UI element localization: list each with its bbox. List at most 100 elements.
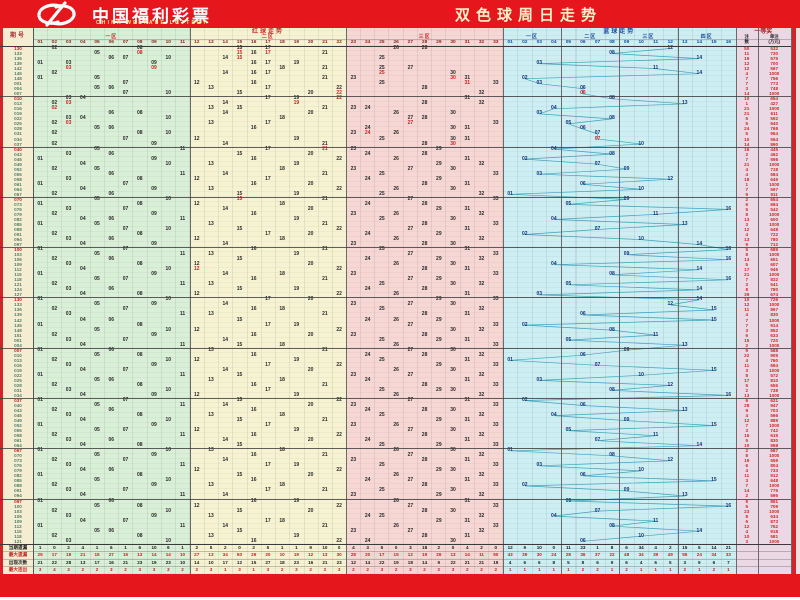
red-ball-cell: 16 bbox=[250, 50, 257, 57]
blue-ball-cell: 06 bbox=[580, 472, 586, 479]
red-ball-cell: 09 bbox=[151, 301, 157, 308]
issue-cell: 139 bbox=[14, 312, 22, 318]
red-ball-cell: 30 bbox=[450, 301, 456, 308]
red-ball-cell: 09 bbox=[151, 452, 157, 459]
red-column-number: 30 bbox=[450, 39, 456, 45]
issue-cell: 016 bbox=[14, 106, 22, 112]
prize-count-cell: 3 bbox=[745, 86, 748, 92]
prize-count-cell: 4 bbox=[745, 413, 748, 419]
prize-amount-cell: 748 bbox=[770, 86, 779, 92]
red-ball-cell: 30 bbox=[450, 185, 456, 192]
blue-column-number: 11 bbox=[653, 39, 659, 45]
red-ball-cell: 07 bbox=[122, 55, 129, 62]
red-ball-cell: 04 bbox=[80, 467, 86, 474]
red-ball-cell: 08 bbox=[137, 45, 143, 51]
prize-amount-cell: 584 bbox=[770, 171, 779, 177]
issue-cell: 124 bbox=[14, 287, 22, 293]
prize-amount-cell: 718 bbox=[770, 166, 779, 172]
summary-red-value: 28 bbox=[66, 559, 72, 565]
red-ball-cell: 14 bbox=[222, 100, 228, 107]
red-ball-cell: 33 bbox=[493, 271, 499, 278]
summary-red-value: 3 bbox=[451, 567, 455, 573]
issue-cell: 061 bbox=[14, 181, 22, 187]
red-column-number: 10 bbox=[165, 39, 171, 45]
red-ball-cell: 04 bbox=[80, 160, 86, 167]
issue-cell: 091 bbox=[14, 232, 22, 238]
red-ball-cell: 06 bbox=[108, 85, 115, 92]
issue-cell: 130 bbox=[14, 46, 22, 51]
red-ball-cell: 08 bbox=[137, 502, 143, 509]
red-ball-cell: 27 bbox=[407, 477, 414, 484]
blue-ball-cell: 03 bbox=[536, 60, 543, 67]
zone-separator bbox=[189, 28, 191, 574]
issue-cell: 010 bbox=[14, 352, 22, 358]
red-ball-cell: 26 bbox=[393, 497, 399, 504]
summary-blue-value: 2 bbox=[712, 567, 716, 573]
summary-red-value: 2 bbox=[423, 567, 426, 573]
red-ball-cell: 29 bbox=[436, 231, 442, 238]
blue-ball-cell: 04 bbox=[551, 145, 557, 152]
red-ball-cell: 22 bbox=[336, 155, 342, 162]
red-ball-cell: 03 bbox=[65, 537, 72, 544]
summary-blue-value: 1 bbox=[698, 567, 701, 573]
summary-blue-value: 36 bbox=[580, 552, 586, 558]
blue-zone-label: 一区 bbox=[525, 33, 538, 40]
red-ball-cell: 15 bbox=[236, 90, 243, 97]
prize-amount-cell: 1000 bbox=[769, 221, 780, 227]
red-column-number: 09 bbox=[151, 39, 157, 45]
summary-blue-value: 2 bbox=[596, 567, 599, 573]
summary-red-value: 22 bbox=[51, 559, 57, 565]
red-ball-cell: 33 bbox=[493, 522, 499, 529]
red-ball-cell: 21 bbox=[322, 50, 328, 57]
summary-red-value: 19 bbox=[493, 559, 499, 565]
summary-red-value: 3 bbox=[409, 567, 412, 573]
red-ball-cell: 16 bbox=[250, 60, 257, 67]
red-column-number: 01 bbox=[37, 39, 43, 45]
red-ball-cell: 06 bbox=[108, 527, 115, 534]
red-ball-cell: 17 bbox=[265, 487, 271, 494]
red-ball-cell: 12 bbox=[193, 80, 200, 87]
prize-count-cell: 11 bbox=[744, 307, 750, 313]
blue-ball-cell: 03 bbox=[536, 110, 543, 117]
blue-ball-cell: 07 bbox=[594, 135, 601, 142]
prize-count-cell: 9 bbox=[745, 347, 748, 353]
prize-count-cell: 4 bbox=[745, 312, 748, 318]
summary-blue-value: 9 bbox=[698, 559, 701, 565]
red-ball-cell: 24 bbox=[364, 200, 371, 207]
prize-count-cell: 21 bbox=[744, 106, 750, 112]
prize-count-cell: 7 bbox=[745, 81, 748, 87]
red-ball-cell: 26 bbox=[393, 391, 399, 398]
prize-amount-cell: 780 bbox=[770, 237, 779, 243]
summary-red-value: 28 bbox=[350, 552, 356, 558]
summary-red-value: 18 bbox=[422, 544, 428, 550]
summary-blue-value: 55 bbox=[682, 552, 688, 558]
red-ball-cell: 02 bbox=[51, 457, 58, 464]
issue-cell: 013 bbox=[14, 101, 22, 107]
issue-separator bbox=[33, 28, 34, 574]
red-ball-cell: 29 bbox=[436, 296, 442, 303]
issue-cell: 109 bbox=[14, 518, 22, 524]
red-ball-cell: 29 bbox=[436, 276, 442, 283]
red-zone3-band bbox=[346, 28, 503, 574]
red-ball-cell: 01 bbox=[37, 155, 43, 162]
blue-ball-cell: 03 bbox=[536, 462, 543, 469]
issue-cell: 082 bbox=[14, 473, 22, 479]
prize-amount-cell: 1000 bbox=[769, 367, 780, 373]
red-ball-cell: 26 bbox=[393, 130, 399, 137]
blue-ball-cell: 12 bbox=[667, 301, 674, 308]
red-ball-cell: 01 bbox=[37, 371, 43, 378]
red-ball-cell: 27 bbox=[407, 346, 414, 353]
summary-blue-value: 22 bbox=[609, 552, 615, 558]
prize-count-cell: 1 bbox=[745, 101, 748, 107]
red-ball-cell: 03 bbox=[65, 361, 72, 368]
red-ball-cell: 03 bbox=[65, 95, 72, 102]
summary-blue-value: 6 bbox=[712, 559, 716, 565]
red-ball-cell: 19 bbox=[293, 427, 300, 434]
red-ball-cell: 16 bbox=[250, 432, 257, 439]
red-ball-cell: 14 bbox=[222, 140, 228, 147]
prize-amount-cell: 780 bbox=[770, 287, 779, 293]
red-ball-cell: 26 bbox=[393, 45, 399, 51]
red-ball-cell: 20 bbox=[307, 110, 314, 117]
red-ball-cell: 16 bbox=[250, 407, 257, 414]
summary-blue-value: 8 bbox=[581, 559, 585, 565]
